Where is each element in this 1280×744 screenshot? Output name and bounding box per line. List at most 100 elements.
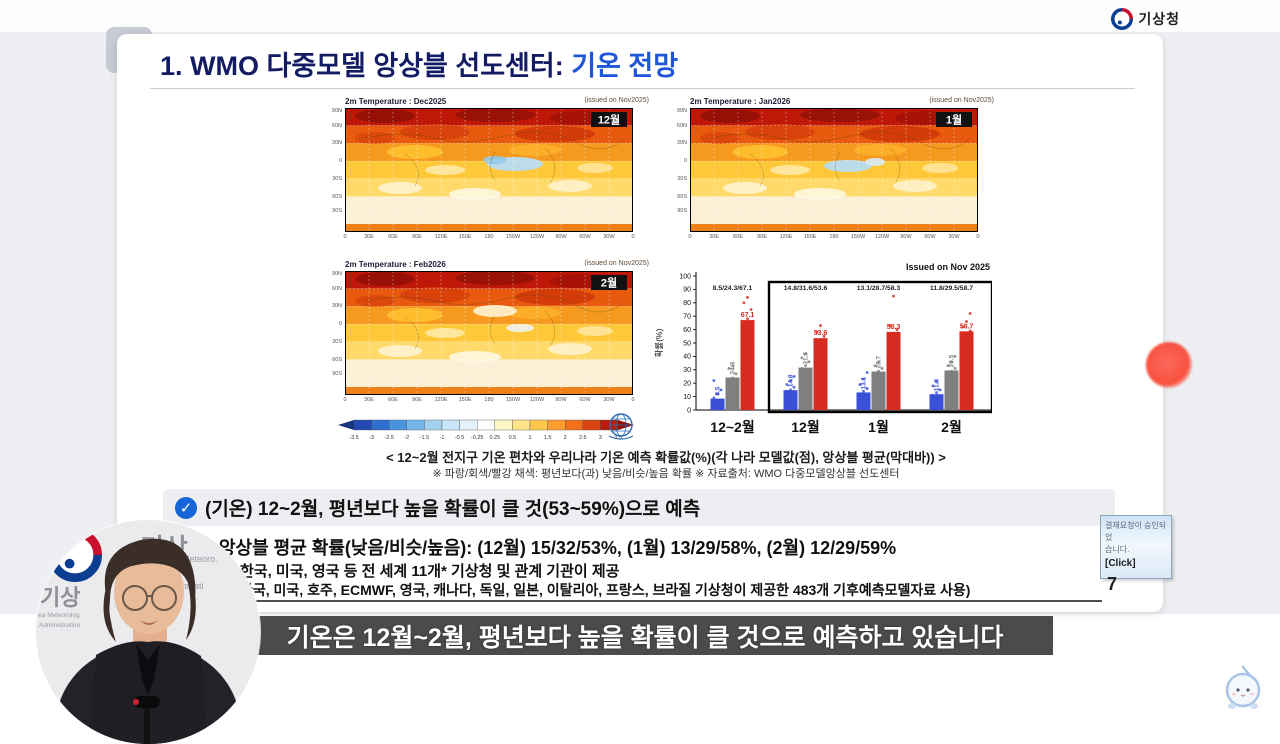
map-x-tick: 30W <box>603 397 615 403</box>
wall-text-eng2: Administration <box>39 622 81 629</box>
map-y-tick: 30N <box>331 140 342 147</box>
map-y-axis: 90N 60N 30N 0 30S 60S 90S <box>329 271 343 395</box>
map-feb: 2m Temperature : Feb2026 (issued on Nov2… <box>329 260 649 408</box>
svg-text:13.1: 13.1 <box>861 376 868 389</box>
map-x-tick: 60W <box>579 397 591 403</box>
map-x-tick: 150W <box>505 234 521 240</box>
chart-group-annotation: 13.1/28.7/58.3 <box>857 285 901 292</box>
map-x-tick: 120E <box>434 397 448 403</box>
map-x-axis: 0 30E 60E 90E 120E 150E 180 150W 120W 90W 60W 30W 0 <box>343 234 634 242</box>
map-x-tick: 120W <box>529 234 545 240</box>
chart-group-annotation: 11.8/29.5/58.7 <box>930 285 973 292</box>
map-x-tick: 0 <box>688 234 692 240</box>
svg-text:0: 0 <box>687 407 691 414</box>
map-x-tick: 60W <box>579 234 591 240</box>
slide-title-main: 1. WMO 다중모델 앙상블 선도센터: <box>160 51 572 81</box>
chart-bar <box>783 390 798 410</box>
svg-text:2.5: 2.5 <box>579 435 587 441</box>
svg-text:70: 70 <box>683 314 691 321</box>
laser-pointer-dot <box>1146 342 1192 388</box>
svg-text:53.6: 53.6 <box>814 330 828 337</box>
svg-text:24.3: 24.3 <box>730 361 737 374</box>
svg-text:58.7: 58.7 <box>960 323 974 330</box>
map-x-tick: 60E <box>388 234 398 240</box>
svg-text:3: 3 <box>599 435 602 441</box>
map-x-tick: 90W <box>555 234 567 240</box>
presenter-avatar <box>56 538 240 744</box>
map-y-tick: 90N <box>331 108 342 114</box>
map-title: 2m Temperature : Dec2025 <box>345 97 447 106</box>
summary-main-text: (기온) 12~2월, 평년보다 높을 확률이 클 것(53~59%)으로 예측 <box>205 499 701 520</box>
chart-bar <box>813 338 828 410</box>
chart-bar <box>886 331 901 410</box>
map-x-tick: 150E <box>458 234 472 240</box>
map-y-tick: 90S <box>677 208 687 215</box>
map-x-tick: 30W <box>948 234 960 240</box>
wall-text-eng1: rea Meteorolog <box>36 612 80 619</box>
wmo-logo-icon <box>604 410 638 449</box>
svg-text:20: 20 <box>683 381 691 388</box>
map-y-tick: 0 <box>683 158 687 165</box>
summary-bullet-strip: ✓ (기온) 12~2월, 평년보다 높을 확률이 클 것(53~59%)으로 … <box>163 489 1115 526</box>
map-title: 2m Temperature : Jan2026 <box>690 97 791 106</box>
map-x-tick: 0 <box>976 234 980 240</box>
svg-text:1.5: 1.5 <box>544 435 552 441</box>
presenter-webcam: 기상 Meteoro. istrati 기상 rea Meteorolog Ad… <box>36 520 260 744</box>
map-month-label: 12월 <box>598 113 620 127</box>
map-x-tick: 60E <box>733 234 743 240</box>
top-strip <box>0 0 1280 32</box>
map-x-tick: 90E <box>757 234 767 240</box>
map-x-tick: 0 <box>631 397 635 403</box>
map-x-tick: 30E <box>364 397 374 403</box>
svg-text:-3.5: -3.5 <box>349 435 358 441</box>
svg-text:-2: -2 <box>404 435 409 441</box>
chart-group-annotation: 8.5/24.3/67.1 <box>713 285 753 292</box>
map-x-tick: 120E <box>434 234 448 240</box>
chart-y-axis-label: 확률(%) <box>654 328 664 357</box>
map-month-label: 1월 <box>946 113 962 127</box>
approval-notification-popup[interactable]: 결재요청이 승인되었 습니다. [Click] <box>1100 515 1172 579</box>
map-jan: 2m Temperature : Jan2026 (issued on Nov2… <box>674 97 994 245</box>
kma-logo-label: 기상청 <box>1138 11 1180 27</box>
svg-text:30: 30 <box>683 367 691 374</box>
mascot-character-icon <box>1222 664 1264 717</box>
map-y-tick: 0 <box>338 158 342 165</box>
svg-text:31.6: 31.6 <box>803 352 810 365</box>
map-plot: 2월 <box>345 271 633 395</box>
chart-highlight-box <box>767 280 992 414</box>
check-icon: ✓ <box>175 496 197 519</box>
svg-text:-1: -1 <box>440 435 445 441</box>
chart-category-label: 2월 <box>941 419 962 435</box>
map-y-tick: 30S <box>677 175 687 182</box>
svg-text:1: 1 <box>528 435 531 441</box>
map-y-tick: 0 <box>338 321 342 328</box>
svg-text:-3: -3 <box>369 435 374 441</box>
video-subtitle-text: 기온은 12월~2월, 평년보다 높을 확률이 클 것으로 예측하고 있습니다 <box>286 623 1004 652</box>
map-x-tick: 150E <box>458 397 472 403</box>
map-x-tick: 90E <box>412 397 422 403</box>
svg-text:100: 100 <box>679 273 691 280</box>
summary-sub3-text: 한국, 미국, 호주, ECMWF, 영국, 캐나다, 독일, 일본, 이탈리아… <box>240 582 971 598</box>
popup-click-link[interactable]: [Click] <box>1105 558 1136 569</box>
svg-text:-1.5: -1.5 <box>420 435 429 441</box>
svg-text:90: 90 <box>683 287 691 294</box>
chart-bar <box>929 394 944 410</box>
map-x-axis: 0 30E 60E 90E 120E 150E 180 150W 120W 90W 60W 30W 0 <box>343 397 635 405</box>
map-y-tick: 60N <box>676 122 687 129</box>
map-x-tick: 90W <box>555 397 567 403</box>
svg-text:8.5: 8.5 <box>715 386 722 395</box>
svg-text:40: 40 <box>683 354 691 361</box>
wall-text-big-low: 기상 <box>40 585 81 610</box>
probability-bar-chart: Issued on Nov 2025 0 10 20 30 40 50 60 70 80 90 100… <box>652 260 992 444</box>
svg-text:2: 2 <box>564 435 567 441</box>
map-y-tick: 60S <box>332 193 342 200</box>
map-issued-label: (issued on Nov2025) <box>929 97 994 104</box>
map-y-tick: 90S <box>332 371 342 378</box>
wall-taegeuk-icon <box>48 528 102 582</box>
map-x-tick: 60W <box>924 234 936 240</box>
wall-text-frag1: Meteoro. <box>182 554 218 564</box>
chart-bar <box>944 370 959 410</box>
map-plot: 12월 <box>345 108 633 232</box>
svg-text:0.25: 0.25 <box>489 435 500 441</box>
chart-bar <box>871 371 886 410</box>
